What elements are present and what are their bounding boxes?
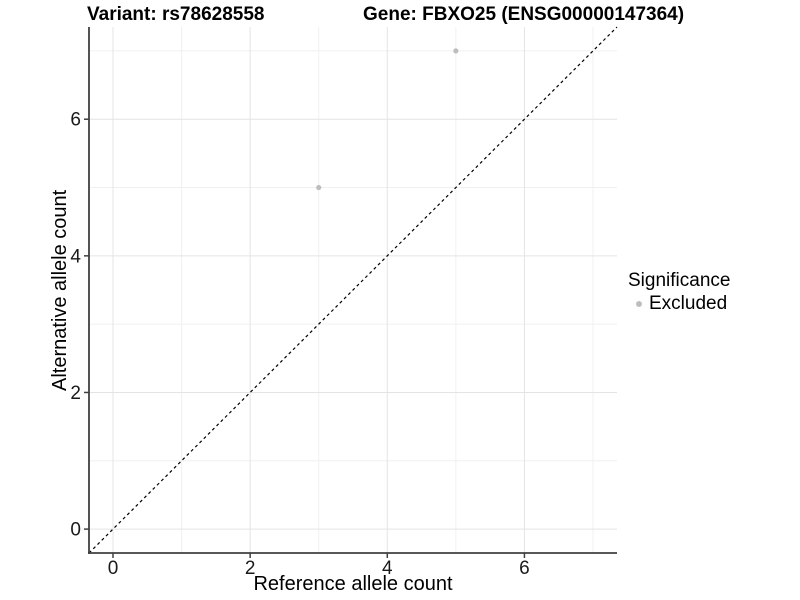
data-point [316,184,322,191]
x-tick-label: 0 [108,558,119,579]
plot-title-gene: Gene: FBXO25 (ENSG00000147364) [363,4,685,25]
legend: Significance Excluded [628,270,730,315]
y-tick-label: 0 [70,520,81,541]
x-tick-label: 6 [519,558,530,579]
legend-title: Significance [628,270,731,291]
plot-title-variant: Variant: rs78628558 [87,4,265,25]
data-point [453,48,459,54]
y-tick-label: 4 [70,246,81,267]
x-tick-label: 4 [382,558,393,579]
legend-item-excluded: Excluded [628,293,730,315]
x-tick-label: 2 [245,558,256,579]
y-tick-label: 2 [70,383,81,404]
legend-item-label: Excluded [649,293,728,314]
y-axis-title: Alternative allele count [49,189,71,391]
identity-dashed-line [88,26,618,554]
legend-point-marker-icon [636,301,642,307]
y-tick-label: 6 [70,110,81,131]
x-axis-title: Reference allele count [253,573,453,595]
